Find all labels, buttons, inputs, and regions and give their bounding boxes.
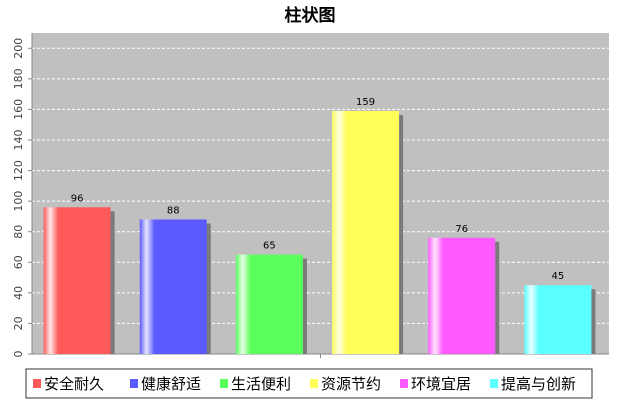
y-tick-label: 0: [12, 351, 25, 358]
y-tick-label: 200: [12, 38, 25, 59]
bar: [235, 254, 303, 354]
y-tick-label: 180: [12, 68, 25, 89]
data-label: 76: [455, 224, 468, 235]
grid-lines: [32, 47, 609, 324]
y-tick-label: 100: [12, 191, 25, 212]
legend: 安全耐久 健康舒适 生活便利 资源节约 环境宜居 提高与创新: [25, 368, 593, 399]
plot-area: [32, 33, 609, 354]
y-tick-label: 160: [12, 99, 25, 120]
bars: [43, 110, 596, 354]
data-label: 96: [71, 193, 84, 204]
bar: [332, 110, 400, 354]
y-tick-label: 60: [12, 255, 25, 269]
legend-swatch: [490, 379, 498, 388]
legend-label: 生活便利: [231, 375, 291, 393]
legend-label: 环境宜居: [411, 375, 471, 393]
legend-label: 安全耐久: [44, 375, 104, 393]
data-label: 65: [263, 241, 276, 252]
bar: [524, 285, 592, 354]
y-axis-ticks: 0 20 40 60 80 100 120 140 160 180 200: [12, 38, 32, 358]
y-tick-label: 40: [12, 286, 25, 300]
legend-swatch: [220, 379, 228, 388]
bar: [43, 207, 111, 354]
legend-swatch: [310, 379, 318, 388]
data-label: 88: [167, 205, 180, 216]
bar: [139, 219, 207, 354]
y-tick-label: 20: [12, 316, 25, 330]
data-label: 45: [552, 271, 565, 282]
legend-swatch: [400, 379, 408, 388]
legend-label: 健康舒适: [141, 375, 201, 393]
bar: [428, 237, 496, 354]
y-tick-label: 120: [12, 160, 25, 181]
y-tick-label: 80: [12, 225, 25, 239]
y-tick-label: 140: [12, 130, 25, 151]
axes: [31, 33, 609, 358]
legend-label: 提高与创新: [501, 375, 576, 393]
legend-swatch: [130, 379, 138, 388]
data-label: 159: [356, 97, 375, 108]
legend-label: 资源节约: [321, 375, 381, 393]
chart-title: 柱状图: [285, 5, 336, 26]
data-labels: 96 88 65 159 76 45: [71, 97, 565, 282]
legend-swatch: [33, 379, 41, 388]
